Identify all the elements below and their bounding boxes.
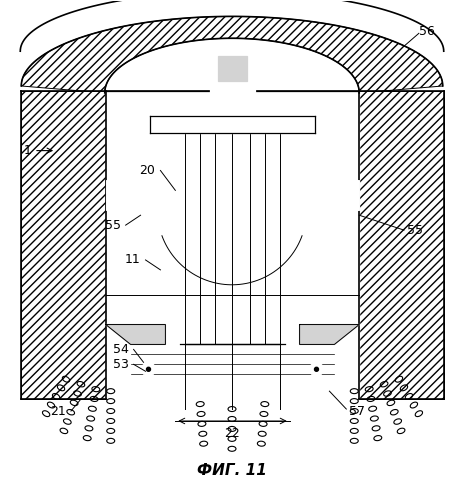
Bar xyxy=(280,116,314,132)
Bar xyxy=(185,344,280,409)
Bar xyxy=(185,121,280,344)
Text: 55: 55 xyxy=(105,218,121,232)
Bar xyxy=(359,91,444,399)
PathPatch shape xyxy=(21,16,443,93)
Text: 53: 53 xyxy=(113,358,129,371)
PathPatch shape xyxy=(21,91,106,399)
Bar xyxy=(106,91,359,399)
PathPatch shape xyxy=(359,91,444,399)
Text: 54: 54 xyxy=(113,343,129,356)
Circle shape xyxy=(314,368,319,372)
Text: ФИГ. 11: ФИГ. 11 xyxy=(197,463,267,478)
Bar xyxy=(280,190,334,230)
Text: 21: 21 xyxy=(50,404,66,417)
Text: 57: 57 xyxy=(349,404,365,417)
Text: 1: 1 xyxy=(23,144,52,157)
Bar xyxy=(111,374,354,399)
Polygon shape xyxy=(106,324,166,344)
Bar xyxy=(151,116,314,132)
Bar xyxy=(218,56,247,81)
Bar xyxy=(131,342,334,384)
Bar xyxy=(121,294,185,344)
Bar xyxy=(151,116,185,132)
Bar xyxy=(210,81,255,121)
Text: 22: 22 xyxy=(224,427,240,440)
Bar xyxy=(280,294,344,344)
Bar xyxy=(280,130,359,300)
Bar xyxy=(21,91,106,399)
Text: 56: 56 xyxy=(419,25,435,38)
Circle shape xyxy=(310,362,324,376)
Circle shape xyxy=(146,368,151,372)
Text: 20: 20 xyxy=(140,164,155,177)
Text: 55: 55 xyxy=(407,224,423,236)
Polygon shape xyxy=(299,324,359,344)
Circle shape xyxy=(141,362,155,376)
Bar xyxy=(339,180,359,210)
Bar xyxy=(131,190,185,230)
Text: 11: 11 xyxy=(125,254,140,266)
Bar xyxy=(121,294,344,344)
Bar xyxy=(106,180,126,210)
Bar xyxy=(106,130,185,300)
